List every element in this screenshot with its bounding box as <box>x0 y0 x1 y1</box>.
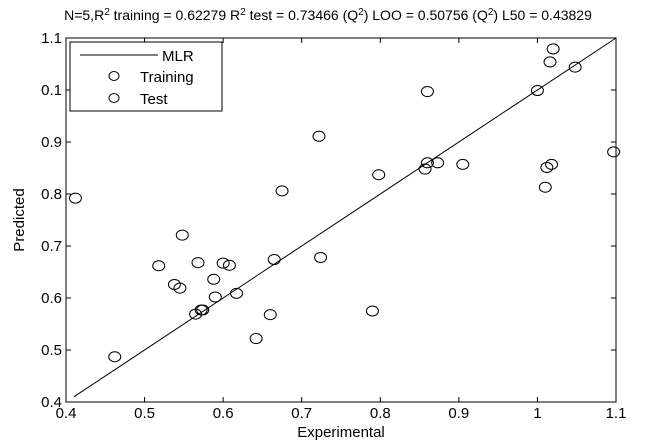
legend-entry-test: Test <box>140 91 168 108</box>
legend: MLR Training Test <box>69 41 223 112</box>
title-superscript: 2 <box>358 7 364 18</box>
x-tick-label: 0.6 <box>213 405 234 422</box>
x-tick-label: 0.7 <box>291 405 312 422</box>
training-point <box>230 287 243 299</box>
x-tick-label: 1 <box>533 405 541 422</box>
x-tick-label: 0.9 <box>448 405 469 422</box>
x-tick-label: 0.4 <box>56 405 77 422</box>
training-point <box>216 257 230 269</box>
training-point <box>538 181 552 193</box>
training-point <box>263 309 277 321</box>
legend-entry-mlr: MLR <box>162 48 194 65</box>
training-point <box>152 260 166 272</box>
axis-ticks: 0.4 0.5 0.6 0.7 0.8 0.9 1 1.1 0.4 0.5 0.6 0.7 0.8 0.9… <box>41 30 626 422</box>
plot-area <box>65 37 617 403</box>
training-point <box>420 157 434 169</box>
training-point <box>196 304 210 316</box>
y-tick-label: 0.4 <box>41 394 62 411</box>
title-loo: ) LOO = 0.50756 (Q <box>364 7 488 23</box>
title-n: N=5,R <box>64 7 104 23</box>
x-tick-label: 1.1 <box>606 405 627 422</box>
training-point <box>546 43 560 55</box>
legend-box <box>69 41 223 112</box>
y-tick-label: 0.5 <box>41 342 62 359</box>
training-point <box>456 158 470 170</box>
training-point <box>173 282 187 294</box>
mlr-line <box>73 37 617 398</box>
legend-circle-marker <box>108 71 120 81</box>
data-points <box>68 43 621 363</box>
training-point <box>207 273 221 285</box>
y-tick-label: 1.1 <box>41 30 62 47</box>
y-axis-title: Predicted <box>11 188 28 251</box>
title-training: training = 0.62279 R <box>110 7 240 23</box>
x-tick-label: 0.5 <box>134 405 155 422</box>
y-tick-label: 0.1 <box>41 82 62 99</box>
training-point <box>530 85 544 97</box>
training-point <box>545 158 559 170</box>
training-point <box>372 169 386 181</box>
y-tick-label: 0.7 <box>41 238 62 255</box>
title-superscript: 2 <box>104 7 110 18</box>
training-point <box>568 61 582 73</box>
training-point <box>418 163 432 175</box>
training-point <box>175 229 189 241</box>
training-point <box>68 192 82 204</box>
regression-line-group <box>73 37 617 398</box>
chart-title: N=5,R2 training = 0.62279 R2 test = 0.73… <box>64 7 592 23</box>
training-point <box>365 305 379 317</box>
training-point <box>312 130 326 142</box>
training-point <box>540 161 554 173</box>
training-point <box>191 257 205 269</box>
training-point <box>431 157 445 169</box>
training-point <box>543 56 557 68</box>
y-tick-label: 0.9 <box>41 134 62 151</box>
title-l50: ) L50 = 0.43829 <box>493 7 592 23</box>
title-superscript: 2 <box>240 7 246 18</box>
legend-circle-marker <box>108 93 120 103</box>
training-point <box>208 291 222 303</box>
training-point <box>275 185 289 197</box>
training-point <box>420 86 434 98</box>
title-test: test = 0.73466 (Q <box>246 7 359 23</box>
x-axis-title: Experimental <box>297 424 385 441</box>
training-point <box>267 254 281 266</box>
training-point <box>222 259 236 271</box>
training-point <box>108 351 122 363</box>
title-superscript: 2 <box>488 7 494 18</box>
training-point <box>607 146 621 158</box>
legend-entry-training: Training <box>140 69 194 86</box>
training-point <box>314 251 328 263</box>
training-point <box>249 333 263 345</box>
y-tick-label: 0.6 <box>41 290 62 307</box>
y-tick-label: 0.8 <box>41 186 62 203</box>
x-tick-label: 0.8 <box>370 405 391 422</box>
